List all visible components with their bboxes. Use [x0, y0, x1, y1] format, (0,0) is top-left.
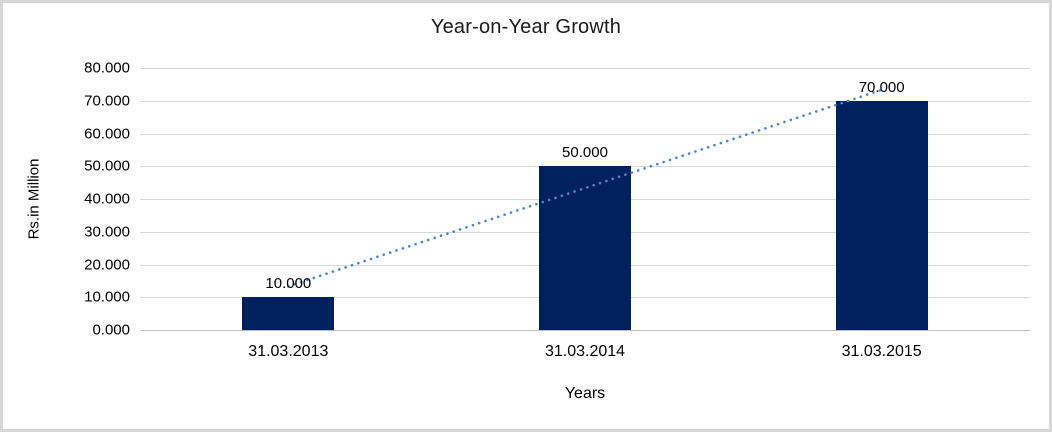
y-tick-label: 20.000	[84, 256, 130, 273]
x-axis-line	[140, 330, 1030, 331]
x-tick-label: 31.03.2014	[544, 343, 626, 360]
y-tick-label: 70.000	[84, 92, 130, 110]
y-tick-label: 80.000	[84, 59, 130, 77]
y-tick-label: 30.000	[84, 223, 130, 241]
bar	[539, 166, 631, 330]
x-axis-title: Years	[564, 385, 606, 402]
data-label: 50.000	[562, 144, 608, 162]
y-tick-label: 0.000	[92, 321, 130, 339]
y-tick-label: 40.000	[84, 190, 130, 208]
y-axis-title: Rs.in Million	[25, 158, 43, 240]
gridline	[140, 68, 1030, 69]
bar	[242, 297, 335, 330]
data-label: 10.000	[265, 275, 312, 293]
y-tick-label: 10.000	[84, 288, 130, 306]
bar	[835, 100, 928, 330]
chart-title: Year-on-Year Growth	[430, 16, 622, 38]
data-label: 70.000	[858, 78, 905, 96]
y-tick-label: 60.000	[84, 125, 130, 142]
x-tick-label: 31.03.2015	[841, 343, 922, 360]
y-tick-label: 50.000	[84, 157, 130, 175]
x-tick-label: 31.03.2013	[248, 343, 329, 360]
